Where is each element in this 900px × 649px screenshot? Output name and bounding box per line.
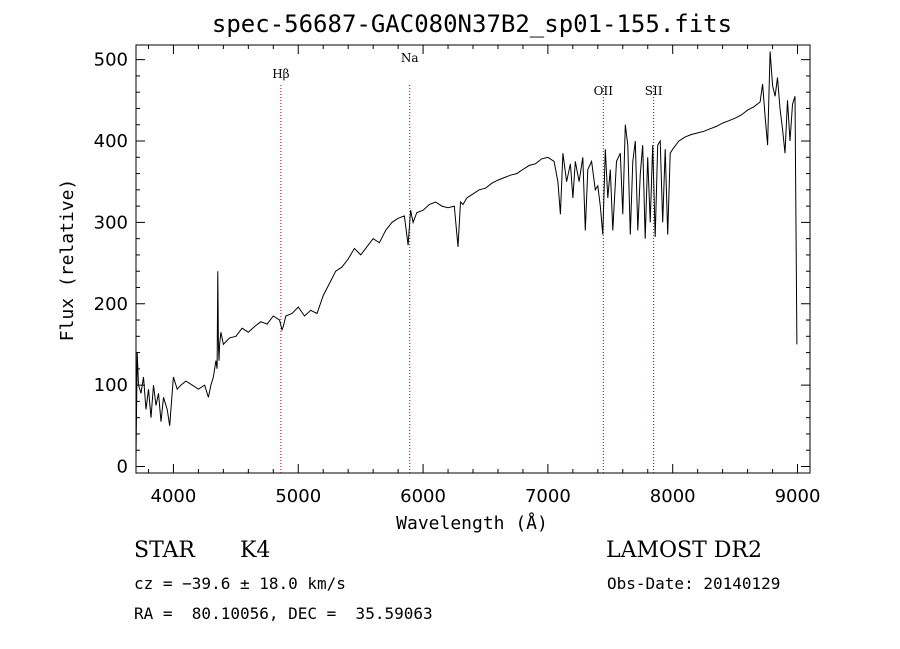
emission-lines: Hβ Na OII SII	[272, 51, 663, 473]
y-axis-label: Flux (relative)	[57, 179, 78, 342]
redshift-velocity: cz = −39.6 ± 18.0 km/s	[134, 574, 346, 593]
survey-label: LAMOST DR2	[606, 538, 762, 563]
spectrum-series-line	[135, 51, 798, 459]
y-tick-label: 400	[94, 131, 128, 152]
x-tick-label: 9000	[775, 486, 821, 507]
y-tick-label: 100	[94, 375, 128, 396]
x-tick-label: 7000	[525, 486, 571, 507]
emission-line-label: Hβ	[272, 67, 289, 81]
emission-line-label: Na	[401, 51, 419, 65]
emission-line-label: OII	[594, 84, 614, 98]
y-tick-label: 200	[94, 294, 128, 315]
x-tick-label: 8000	[650, 486, 696, 507]
chart-title: spec-56687-GAC080N37B2_sp01-155.fits	[212, 10, 732, 38]
y-tick-label: 0	[117, 456, 128, 477]
plot-frame	[135, 44, 811, 474]
x-tick-label: 6000	[400, 486, 446, 507]
emission-line-label: SII	[645, 84, 663, 98]
x-tick-label: 5000	[275, 486, 321, 507]
observation-date: Obs-Date: 20140129	[607, 574, 781, 593]
y-tick-label: 500	[94, 50, 128, 71]
x-tick-label: 4000	[151, 486, 197, 507]
y-tick-label: 300	[94, 212, 128, 233]
coordinates: RA = 80.10056, DEC = 35.59063	[134, 604, 433, 623]
object-subclass: K4	[240, 538, 271, 563]
x-axis-label: Wavelength (Å)	[396, 512, 548, 534]
axis-ticks: 4000 5000 6000 7000 8000 9000 0 100 200 300 400 500	[94, 45, 821, 507]
object-class: STAR	[134, 538, 195, 563]
